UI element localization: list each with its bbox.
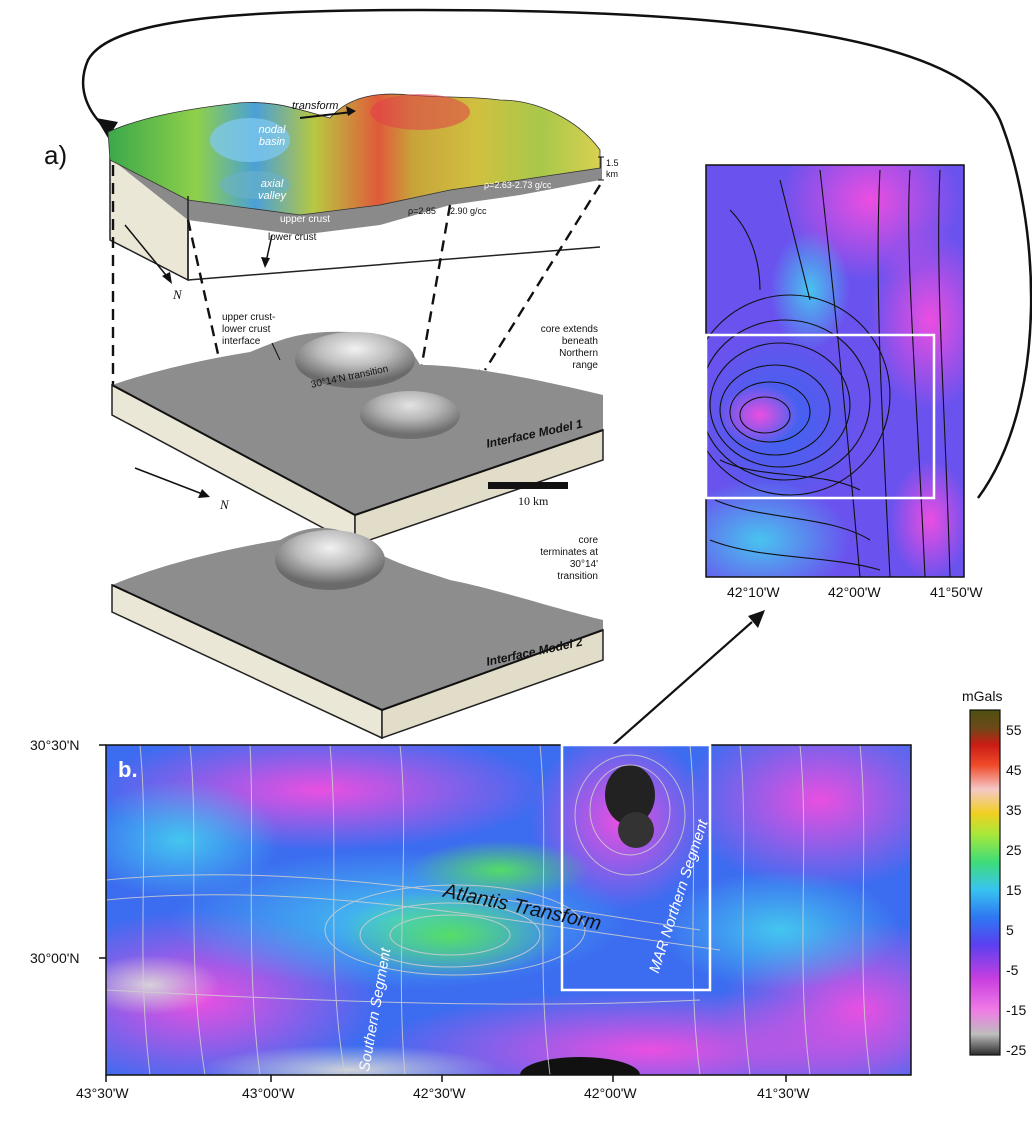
interface-label: upper crust- lower crust interface <box>222 312 276 347</box>
connector-curve <box>81 8 1032 499</box>
nodal-basin-label: nodal basin <box>258 124 286 148</box>
map-ytick-2: 30°00'N <box>30 950 80 966</box>
colorbar-tick: -25 <box>1006 1042 1027 1058</box>
panel-a-label: a) <box>44 140 68 170</box>
bathymetry-block <box>107 93 604 284</box>
colorbar-tick: 15 <box>1006 882 1022 898</box>
model1-note: core extends beneath Northern range <box>540 324 598 371</box>
depth-scale-label: 1.5 km <box>606 158 619 179</box>
upper-crust-label: upper crust <box>280 214 331 225</box>
map-xtick-3: 42°30'W <box>413 1085 466 1101</box>
north-label-2: N <box>220 497 229 512</box>
gravity-map <box>99 743 912 1082</box>
inset-xtick-3: 41°50'W <box>930 584 983 600</box>
colorbar-tick: 45 <box>1006 762 1022 778</box>
density-label-1: ρ=2.85 <box>408 206 436 216</box>
map-xtick-1: 43°30'W <box>76 1085 129 1101</box>
map-xtick-2: 43°00'W <box>242 1085 295 1101</box>
colorbar-tick: -5 <box>1006 962 1019 978</box>
map-ytick-1: 30°30'N <box>30 737 80 753</box>
zoom-arrow <box>604 621 753 753</box>
density-label-3: ρ=2.63-2.73 g/cc <box>484 180 552 190</box>
density-label-2: 2.90 g/cc <box>450 206 487 216</box>
north-label-1: N <box>173 287 182 302</box>
connector-arrowhead <box>96 118 118 138</box>
colorbar-tick: 5 <box>1006 922 1014 938</box>
interface-model-1 <box>111 331 604 547</box>
colorbar-unit: mGals <box>962 688 1003 704</box>
axial-valley-label: axial valley <box>257 178 287 202</box>
colorbar-tick: 25 <box>1006 842 1022 858</box>
model2-note: core terminates at 30°14' transition <box>540 535 598 582</box>
transform-label: transform <box>292 100 339 112</box>
panel-b-label: b. <box>118 757 138 782</box>
inset-map <box>704 164 965 578</box>
map-xtick-4: 42°00'W <box>584 1085 637 1101</box>
scale-bar-label: 10 km <box>518 494 549 508</box>
colorbar <box>969 709 1001 1056</box>
lower-crust-label: lower crust <box>268 232 317 243</box>
inset-xtick-1: 42°10'W <box>727 584 780 600</box>
colorbar-tick: -15 <box>1006 1002 1027 1018</box>
interface-model-2 <box>111 527 604 740</box>
map-xtick-5: 41°30'W <box>757 1085 810 1101</box>
inset-xtick-2: 42°00'W <box>828 584 881 600</box>
zoom-arrowhead <box>748 610 765 628</box>
colorbar-tick: 35 <box>1006 802 1022 818</box>
colorbar-tick: 55 <box>1006 722 1022 738</box>
